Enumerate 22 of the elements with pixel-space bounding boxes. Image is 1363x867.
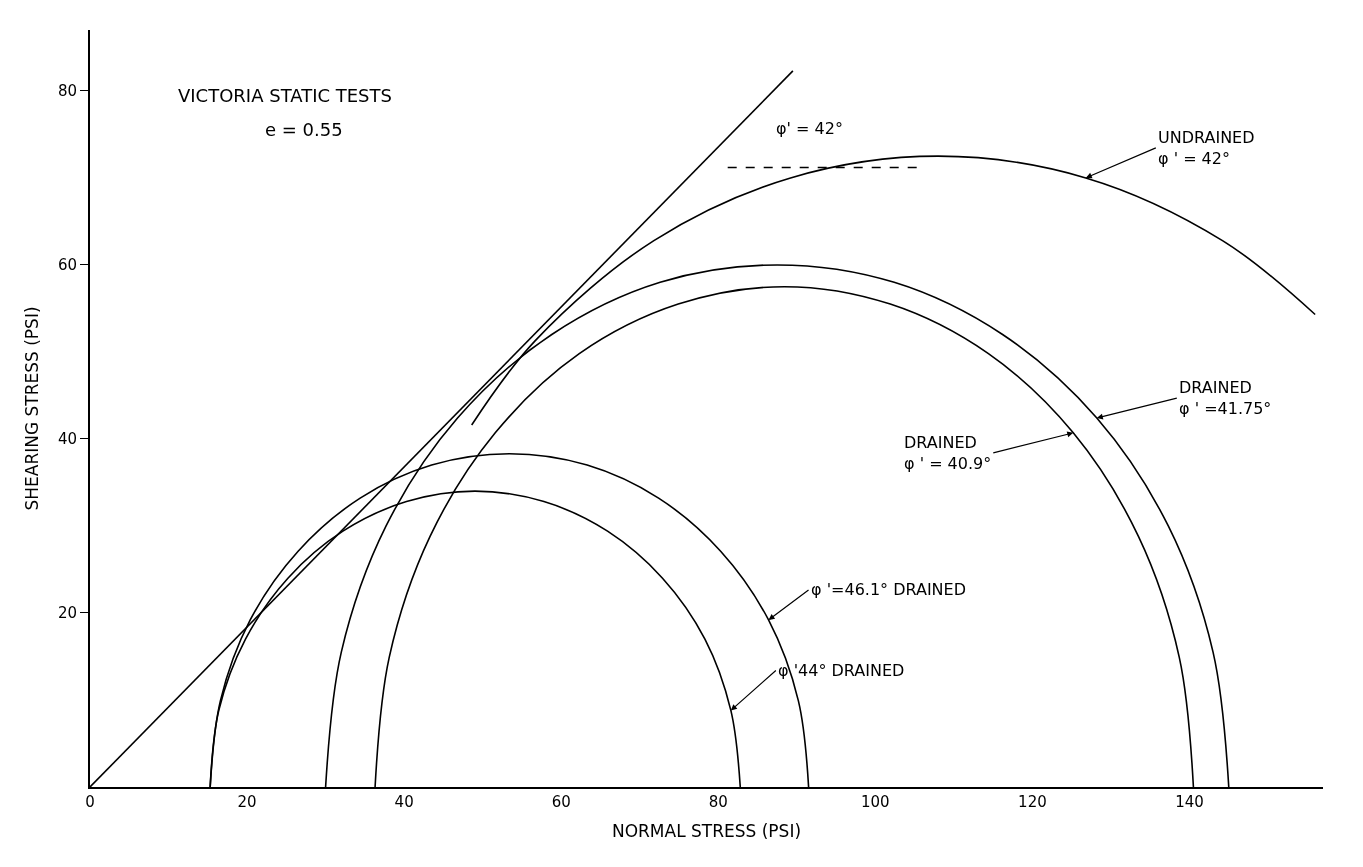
annotation: φ' = 42° [776, 119, 843, 138]
annotation: DRAINED φ ' =41.75° [1179, 378, 1272, 418]
y-tick-label: 80 [57, 82, 77, 101]
x-tick-label: 140 [1175, 793, 1204, 811]
x-tick-label: 120 [1018, 793, 1047, 811]
y-tick-label: 20 [57, 604, 77, 623]
y-tick-label: 40 [57, 430, 77, 449]
x-tick-label: 80 [708, 793, 728, 811]
annotation: φ '44° DRAINED [778, 661, 905, 680]
x-axis-title: NORMAL STRESS (PSI) [611, 820, 802, 841]
x-tick-label: 100 [861, 793, 890, 811]
y-tick-label: 60 [57, 256, 77, 275]
annotation: UNDRAINED φ ' = 42° [1158, 128, 1255, 168]
text: e = 0.55 [265, 119, 343, 140]
x-tick-label: 20 [237, 793, 257, 811]
x-tick-label: 40 [394, 793, 414, 811]
text: VICTORIA STATIC TESTS [178, 85, 392, 106]
x-tick-label: 60 [551, 793, 571, 811]
x-tick-label: 0 [85, 793, 95, 811]
y-axis-title: SHEARING STRESS (PSI) [21, 306, 42, 511]
annotation: DRAINED φ ' = 40.9° [904, 433, 992, 473]
annotation: φ '=46.1° DRAINED [811, 580, 967, 599]
